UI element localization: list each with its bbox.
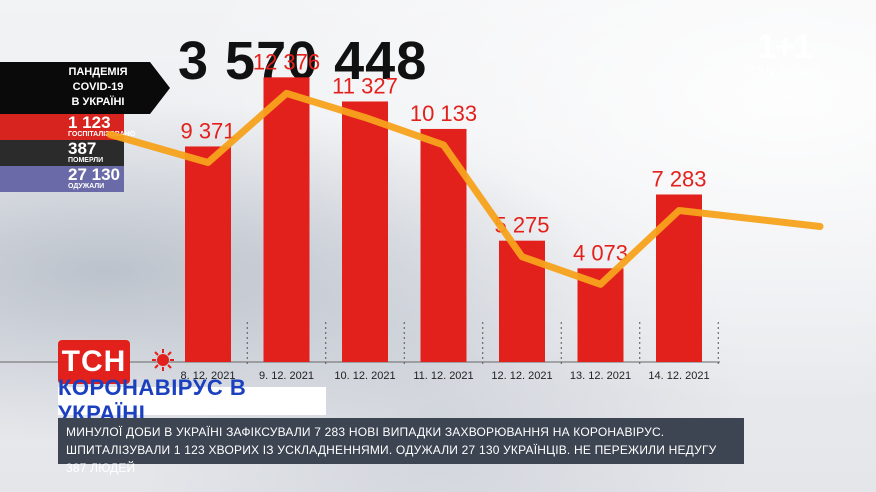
panel-title-line-2: COVID-19 bbox=[72, 81, 124, 93]
tick-label-2: 10. 12. 2021 bbox=[334, 370, 395, 382]
tick-label-4: 12. 12. 2021 bbox=[491, 370, 552, 382]
news-ticker: МИНУЛОЇ ДОБИ В УКРАЇНІ ЗАФІКСУВАЛИ 7 283… bbox=[58, 418, 744, 475]
stat-row-deaths: 387 ПОМЕРЛИ bbox=[0, 140, 124, 166]
headline: КОРОНАВІРУС В УКРАЇНІ bbox=[58, 375, 326, 426]
panel-title-line-3: В УКРАЇНІ bbox=[71, 96, 125, 108]
stat-label: ПОМЕРЛИ bbox=[68, 157, 104, 164]
value-label-3: 10 133 bbox=[410, 101, 477, 126]
tick-label-6: 14. 12. 2021 bbox=[648, 370, 709, 382]
bar-2 bbox=[342, 101, 388, 362]
tick-label-1: 9. 12. 2021 bbox=[259, 370, 314, 382]
value-label-1: 12 376 bbox=[253, 49, 320, 74]
bar-0 bbox=[185, 146, 231, 362]
value-label-2: 11 327 bbox=[332, 73, 398, 98]
stat-label: ГОСПІТАЛІЗОВАНО bbox=[68, 131, 136, 138]
stat-value: 387 bbox=[68, 139, 97, 158]
stats-panel-header: ПАНДЕМІЯ COVID-19 В УКРАЇНІ bbox=[0, 62, 170, 114]
logo-sub: TSN.NEWS bbox=[748, 64, 820, 78]
virus-icon bbox=[152, 349, 174, 371]
tick-label-5: 13. 12. 2021 bbox=[570, 370, 631, 382]
value-label-5: 4 073 bbox=[573, 240, 628, 265]
stat-value: 27 130 bbox=[68, 165, 120, 184]
logo-main: 1+1 bbox=[756, 28, 813, 66]
tsn-badge: ТСН bbox=[58, 340, 130, 384]
trend-line bbox=[106, 89, 824, 288]
bar-6 bbox=[656, 194, 702, 362]
stat-row-recovered: 27 130 ОДУЖАЛИ bbox=[0, 166, 124, 192]
tick-label-3: 11. 12. 2021 bbox=[413, 370, 473, 382]
stat-label: ОДУЖАЛИ bbox=[68, 183, 105, 190]
bar-1 bbox=[263, 77, 310, 363]
value-label-0: 9 371 bbox=[180, 118, 235, 143]
panel-title-line-1: ПАНДЕМІЯ bbox=[68, 66, 128, 78]
tick-label-0: 8. 12. 2021 bbox=[180, 370, 235, 382]
channel-logo: 1+1 TSN.NEWS bbox=[749, 30, 820, 78]
value-label-6: 7 283 bbox=[651, 166, 706, 191]
stat-row-hospitalized: 1 123 ГОСПІТАЛІЗОВАНО bbox=[0, 113, 135, 140]
stat-value: 1 123 bbox=[68, 113, 111, 132]
